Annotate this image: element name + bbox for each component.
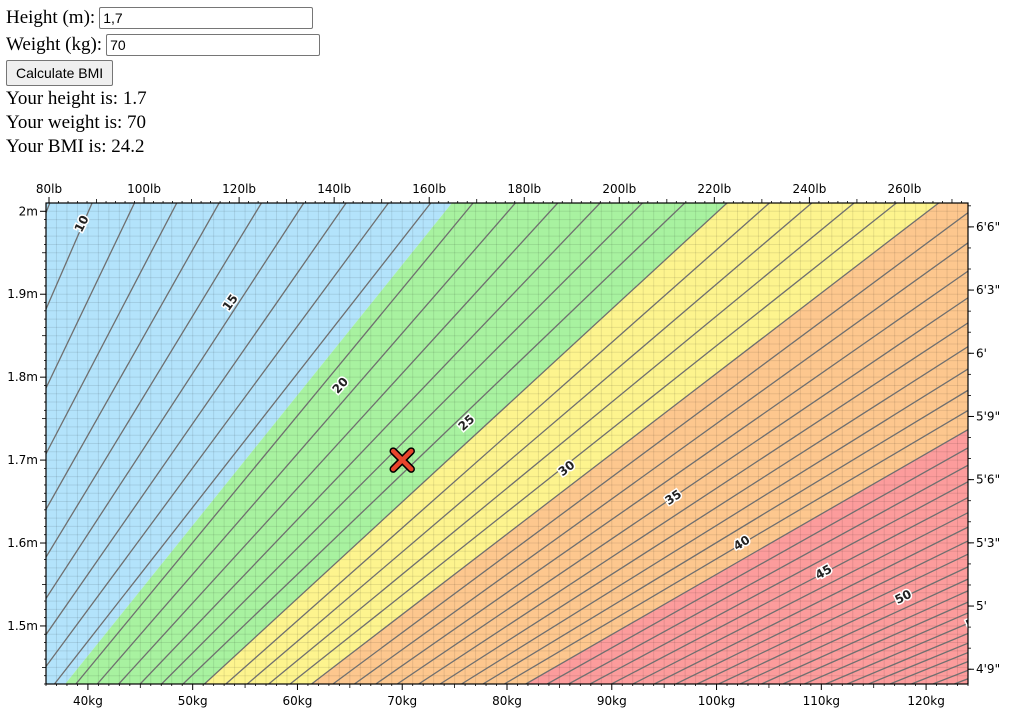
x-tick-label-kg: 40kg	[73, 694, 103, 708]
bmi-line	[46, 203, 262, 559]
x-tick-label-kg: 110kg	[803, 694, 840, 708]
bmi-line	[632, 511, 968, 684]
bmi-line	[675, 540, 968, 684]
weight-result: Your weight is: 70	[6, 112, 147, 133]
x-tick-label-lb: 240lb	[792, 182, 826, 196]
x-tick-label-kg: 100kg	[698, 694, 735, 708]
bmi-line	[311, 203, 940, 684]
x-tick-label-kg: 70kg	[387, 694, 417, 708]
bmi-line	[46, 203, 93, 311]
bmi-zone-1	[65, 203, 728, 684]
bmi-line	[139, 203, 601, 684]
x-tick-label-lb: 220lb	[697, 182, 731, 196]
bmi-line	[268, 203, 855, 684]
x-tick-label-lb: 80lb	[36, 182, 62, 196]
x-tick-label-lb: 120lb	[222, 182, 256, 196]
x-tick-label-kg: 50kg	[178, 694, 208, 708]
bmi-label-55: 55	[962, 610, 984, 633]
y-tick-label-ft: 5'6"	[976, 473, 1000, 487]
y-tick-label-ft: 5'9"	[976, 409, 1000, 423]
bmi-line	[761, 590, 968, 684]
bmi-line	[696, 553, 968, 684]
bmi-line	[332, 211, 968, 684]
bmi-line	[461, 368, 968, 684]
bmi-line	[739, 578, 968, 684]
weight-label: Weight (kg):	[6, 33, 103, 55]
weight-input[interactable]	[106, 33, 321, 56]
bmi-line	[182, 203, 686, 684]
x-tick-label-kg: 80kg	[492, 694, 522, 708]
bmi-line	[375, 270, 968, 684]
button-row: Calculate BMI	[6, 59, 320, 87]
bmi-line	[46, 203, 220, 511]
bmi-line	[46, 203, 305, 600]
bmi-line	[46, 203, 178, 456]
bmi-line	[246, 203, 813, 684]
y-tick-label-m: 1.5m	[7, 619, 38, 633]
bmi-line	[654, 526, 968, 684]
bmi-line	[204, 203, 728, 684]
bmi-zone-0	[46, 203, 452, 684]
x-tick-label-kg: 90kg	[597, 694, 627, 708]
bmi-line	[568, 464, 968, 684]
x-tick-label-lb: 180lb	[507, 182, 541, 196]
bmi-line	[611, 496, 968, 684]
y-tick-label-m: 1.6m	[7, 536, 38, 550]
bmi-line	[418, 322, 968, 684]
y-tick-label-m: 1.8m	[7, 370, 38, 384]
bmi-zone-3	[311, 203, 968, 684]
y-tick-label-m: 2m	[19, 204, 38, 218]
x-tick-label-kg: 60kg	[283, 694, 313, 708]
y-tick-label-m: 1.9m	[7, 287, 38, 301]
bmi-line	[161, 203, 643, 684]
bmi-label-text: 55	[963, 612, 984, 632]
bmi-line	[96, 203, 516, 684]
bmi-line	[46, 203, 347, 636]
y-tick-label-ft: 6'	[976, 346, 987, 360]
bmi-line	[46, 203, 51, 215]
bmi-line	[482, 389, 968, 684]
bmi-line	[546, 447, 968, 684]
y-tick-label-ft: 5'	[976, 599, 987, 613]
bmi-form: Height (m): Weight (kg): Calculate BMI Y…	[6, 4, 321, 159]
y-tick-label-ft: 5'3"	[976, 536, 1000, 550]
x-tick-label-lb: 260lb	[888, 182, 922, 196]
y-tick-label-m: 1.7m	[7, 453, 38, 467]
calculate-bmi-button[interactable]: Calculate BMI	[6, 60, 114, 86]
bmi-line	[439, 345, 968, 684]
bmi-line	[782, 601, 968, 684]
height-input[interactable]	[99, 6, 314, 29]
bmi-result: Your BMI is: 24.2	[6, 136, 145, 157]
x-tick-label-lb: 200lb	[602, 182, 636, 196]
bmi-line	[46, 203, 389, 668]
y-tick-label-ft: 6'6"	[976, 220, 1000, 234]
bmi-line	[525, 428, 968, 684]
bmi-line	[46, 203, 136, 390]
marker-cross	[390, 448, 414, 472]
y-tick-label-ft: 4'9"	[976, 662, 1000, 676]
bmi-line	[504, 409, 968, 684]
bmi-line	[396, 296, 968, 684]
height-result: Your height is: 1.7	[6, 88, 147, 109]
height-label: Height (m):	[6, 6, 96, 28]
height-row: Height (m):	[6, 4, 320, 31]
x-tick-label-lb: 140lb	[317, 182, 351, 196]
weight-row: Weight (kg):	[6, 31, 321, 58]
bmi-line	[354, 242, 968, 684]
bmi-line	[53, 203, 432, 684]
bmi-line	[289, 203, 897, 684]
x-tick-label-lb: 160lb	[412, 182, 446, 196]
bmi-line	[118, 203, 559, 684]
bmi-marker-icon	[389, 447, 415, 473]
x-tick-label-lb: 100lb	[127, 182, 161, 196]
bmi-line	[225, 203, 770, 684]
bmi-line	[718, 566, 968, 684]
bmi-line	[0, 203, 7, 684]
bmi-line	[589, 481, 968, 684]
bmi-line	[75, 203, 474, 684]
y-tick-label-ft: 6'3"	[976, 283, 1000, 297]
x-tick-label-kg: 120kg	[907, 694, 944, 708]
